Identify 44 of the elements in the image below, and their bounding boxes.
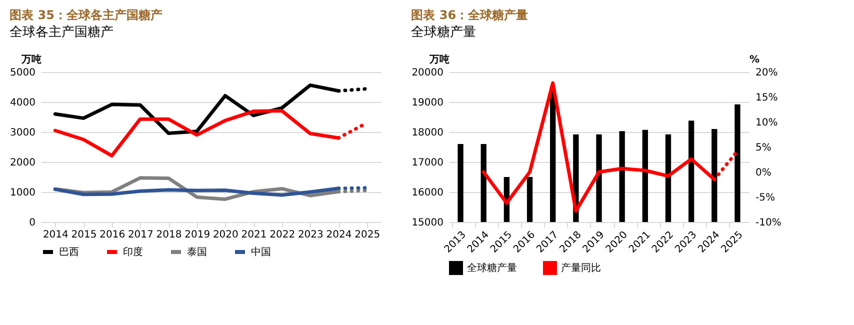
chart-subtitle: 全球各主产国糖产 xyxy=(10,24,114,40)
x-tick-label: 2024 xyxy=(326,230,352,240)
x-tick-label: 2019 xyxy=(184,230,210,240)
x-tick-label: 2022 xyxy=(270,230,296,240)
x-tick-label: 2015 xyxy=(71,230,97,240)
y-axis-title: 万吨 xyxy=(428,54,450,66)
legend-label: 中国 xyxy=(251,246,271,258)
chart-title: 图表 36：全球糖产量 xyxy=(411,8,528,22)
y2-tick-label: 10% xyxy=(756,118,778,128)
y-tick-label: 1000 xyxy=(10,188,36,198)
y-tick-label: 18000 xyxy=(412,128,444,138)
legend-label: 产量同比 xyxy=(561,262,601,274)
legend-label: 全球糖产量 xyxy=(467,262,517,274)
x-tick-label: 2025 xyxy=(354,230,380,240)
y-tick-label: 17000 xyxy=(412,158,444,168)
x-tick-label: 2018 xyxy=(156,230,182,240)
y2-tick-label: 15% xyxy=(756,92,778,104)
y-tick-label: 16000 xyxy=(412,188,444,198)
y-tick-label: 5000 xyxy=(10,68,36,78)
legend-label: 印度 xyxy=(123,246,143,258)
x-tick-label: 2017 xyxy=(128,230,154,240)
chart-title: 图表 35：全球各主产国糖产 xyxy=(10,8,162,22)
y-tick-label: 20000 xyxy=(412,68,444,78)
x-tick-label: 2023 xyxy=(298,230,324,240)
legend-label: 泰国 xyxy=(187,247,207,258)
x-tick-label: 2021 xyxy=(241,230,267,240)
y-tick-label: 4000 xyxy=(10,98,36,108)
y2-tick-label: 0% xyxy=(756,168,772,178)
y-tick-label: 15000 xyxy=(412,218,444,228)
y-axis-title: 万吨 xyxy=(20,54,42,66)
x-tick-label: 2020 xyxy=(212,230,238,240)
y2-tick-label: -10% xyxy=(756,218,782,228)
y-tick-label: 19000 xyxy=(412,98,444,108)
x-tick-label: 2016 xyxy=(100,230,126,240)
y-tick-label: 0 xyxy=(29,218,36,228)
x-tick-label: 2014 xyxy=(42,230,68,240)
y2-tick-label: 20% xyxy=(756,68,778,78)
chart-subtitle: 全球糖产量 xyxy=(411,25,476,40)
y-tick-label: 2000 xyxy=(10,158,36,168)
y2-axis-title: % xyxy=(750,54,760,66)
y-tick-label: 3000 xyxy=(10,128,36,138)
y2-tick-label: -5% xyxy=(756,192,775,204)
legend-label: 巴西 xyxy=(59,247,79,258)
y2-tick-label: 5% xyxy=(756,142,772,154)
